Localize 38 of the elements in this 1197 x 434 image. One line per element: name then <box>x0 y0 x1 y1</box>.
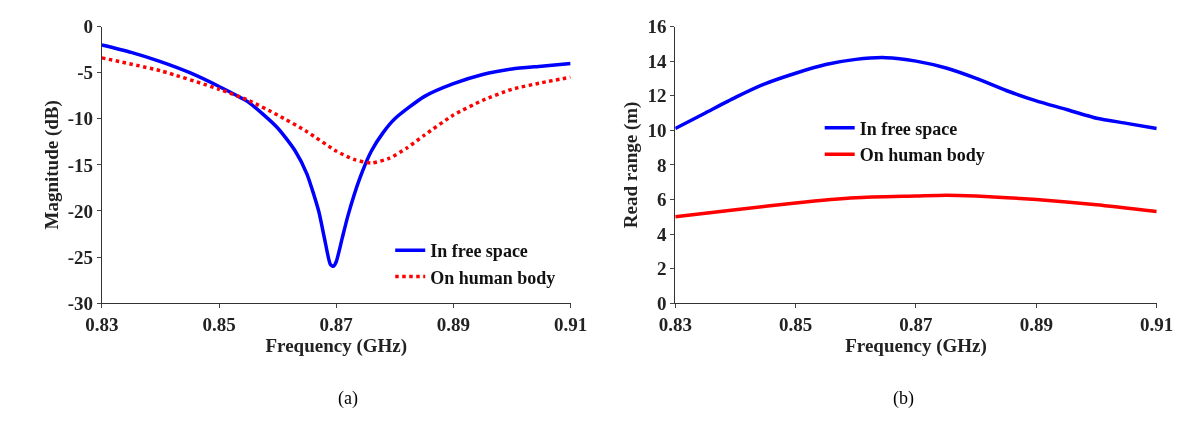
y-axis-title: Read range (m) <box>620 101 643 229</box>
x-tick-label: 0.85 <box>202 314 236 336</box>
x-tick-label: 0.83 <box>85 314 119 336</box>
y-tick-label: -25 <box>67 246 94 268</box>
y-tick-label: 2 <box>656 258 667 280</box>
y-tick-label: 4 <box>656 223 667 245</box>
legend-label: In free space <box>859 118 958 139</box>
y-tick-label: -10 <box>67 108 94 130</box>
x-axis-title: Frequency (GHz) <box>265 335 408 358</box>
y-tick-label: 8 <box>656 154 667 176</box>
x-tick-label: 0.87 <box>899 314 934 336</box>
line-series <box>675 193 1157 219</box>
x-axis-title: Frequency (GHz) <box>845 335 987 358</box>
legend-label: In free space <box>430 241 528 262</box>
text: (b) <box>893 388 914 409</box>
y-tick-label: -5 <box>77 62 94 84</box>
legend-label: On human body <box>859 145 985 166</box>
y-tick-label: 0 <box>83 16 94 38</box>
line-series <box>101 43 571 269</box>
y-tick-label: -15 <box>67 154 94 176</box>
x-tick-label: 0.85 <box>779 314 813 336</box>
y-tick-label: 10 <box>647 119 667 141</box>
y-tick-label: 12 <box>647 85 667 107</box>
y-tick-label: 14 <box>647 50 667 72</box>
y-tick-label: 0 <box>656 292 667 314</box>
y-axis-title: Magnitude (dB) <box>40 100 63 230</box>
x-tick-label: 0.87 <box>319 314 354 336</box>
x-tick-label: 0.91 <box>1140 314 1174 336</box>
y-tick-label: -20 <box>67 200 94 222</box>
text: (a) <box>338 388 358 409</box>
x-tick-label: 0.89 <box>1019 314 1053 336</box>
y-tick-label: 16 <box>647 16 667 38</box>
legend-label: On human body <box>430 267 556 288</box>
y-tick-label: -30 <box>67 292 94 314</box>
x-tick-label: 0.91 <box>553 314 588 336</box>
x-tick-label: 0.89 <box>436 314 471 336</box>
y-tick-label: 6 <box>656 189 667 211</box>
x-tick-label: 0.83 <box>658 314 692 336</box>
